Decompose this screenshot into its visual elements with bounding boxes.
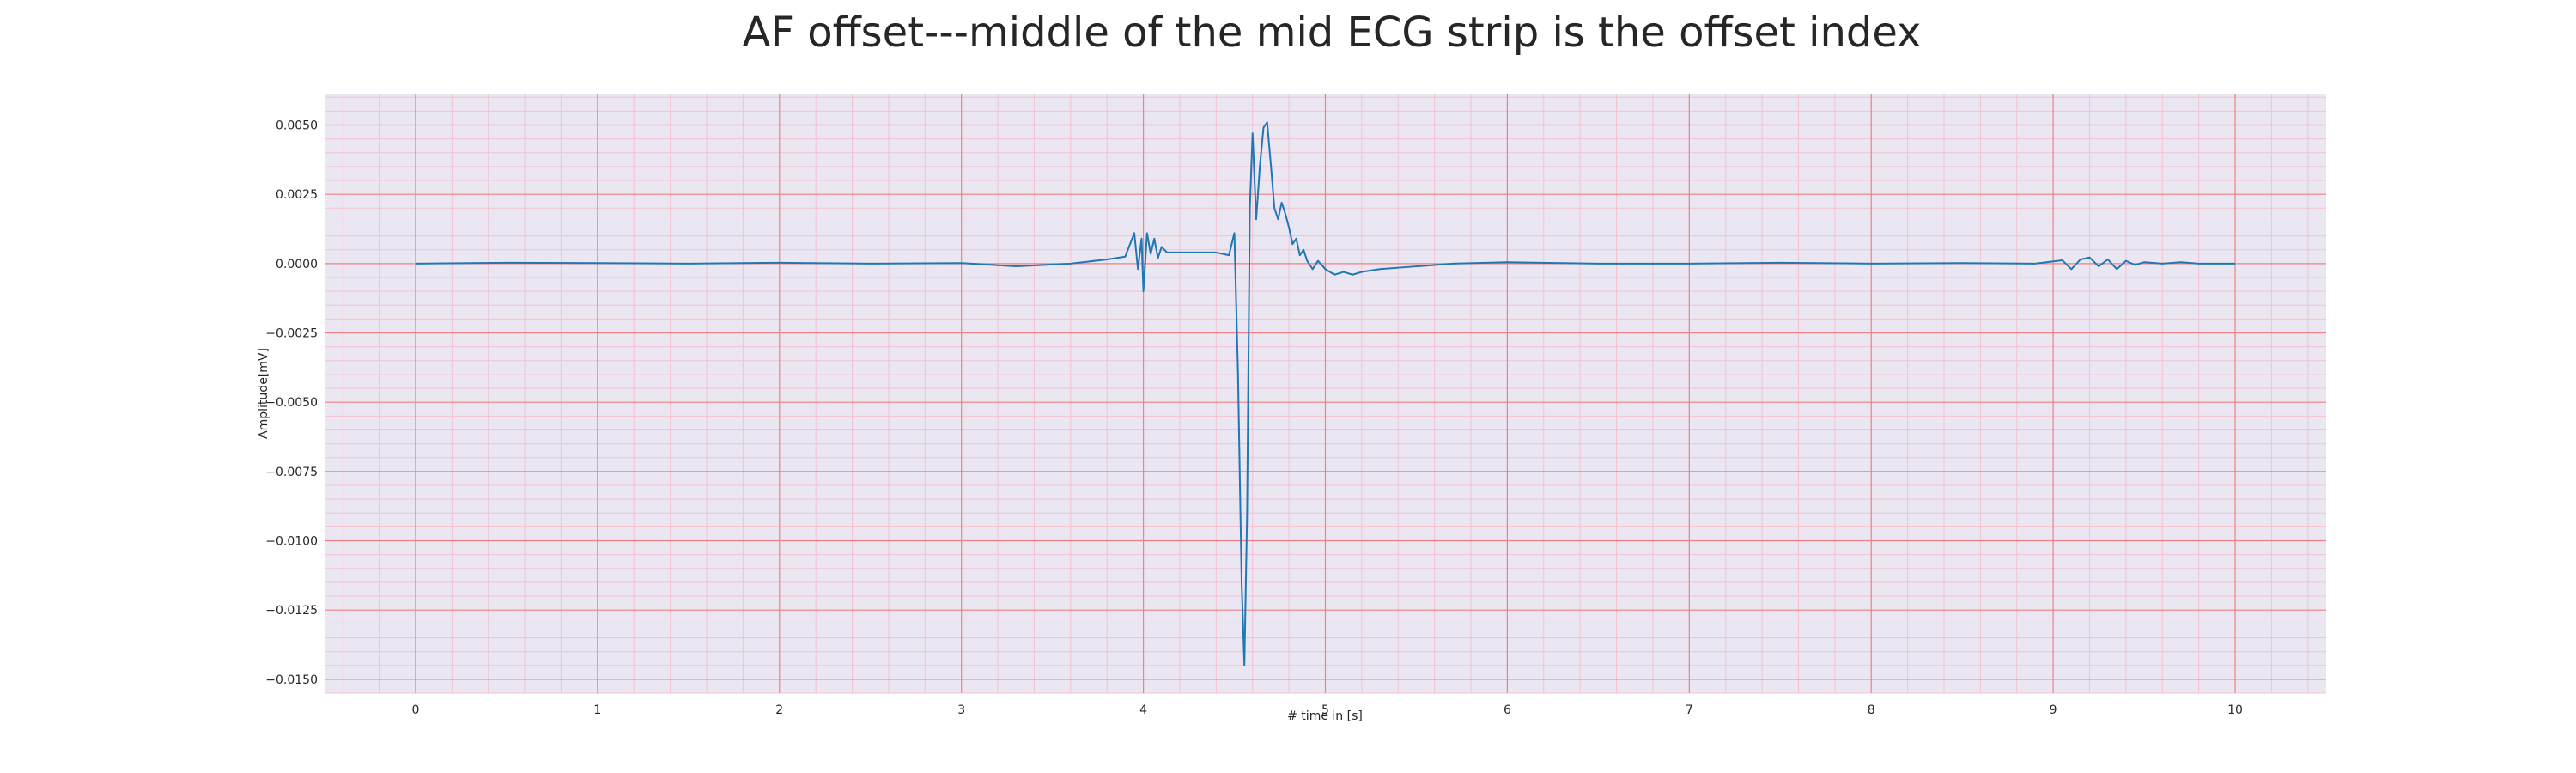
y-tick-label: 0.0025 bbox=[276, 188, 318, 202]
y-tick-label: −0.0125 bbox=[265, 604, 318, 618]
y-axis-label: Amplitude[mV] bbox=[257, 348, 270, 439]
y-tick-label: 0.0000 bbox=[276, 258, 318, 271]
y-tick-label: −0.0150 bbox=[265, 673, 318, 687]
x-tick-label: 9 bbox=[2050, 703, 2057, 717]
x-tick-label: 3 bbox=[957, 703, 965, 717]
x-tick-label: 2 bbox=[775, 703, 783, 717]
y-tick-label: −0.0075 bbox=[265, 466, 318, 479]
x-tick-label: 6 bbox=[1504, 703, 1511, 717]
y-tick-label: 0.0050 bbox=[276, 119, 318, 132]
y-tick-labels: 0.0050 0.0025 0.0000 −0.0025 −0.0050 −0.0075 −… bbox=[265, 119, 318, 686]
x-axis-label: # time in [s] bbox=[1287, 709, 1363, 723]
y-tick-label: −0.0025 bbox=[265, 327, 318, 341]
chart-title: AF offset---middle of the mid ECG strip … bbox=[743, 9, 1922, 57]
x-tick-label: 8 bbox=[1868, 703, 1875, 717]
y-tick-label: −0.0100 bbox=[265, 535, 318, 549]
x-tick-label: 4 bbox=[1139, 703, 1147, 717]
x-tick-label: 7 bbox=[1686, 703, 1693, 717]
x-tick-label: 1 bbox=[593, 703, 601, 717]
x-tick-label: 0 bbox=[411, 703, 419, 717]
y-tick-label: −0.0050 bbox=[265, 396, 318, 410]
x-tick-label: 10 bbox=[2227, 703, 2243, 717]
